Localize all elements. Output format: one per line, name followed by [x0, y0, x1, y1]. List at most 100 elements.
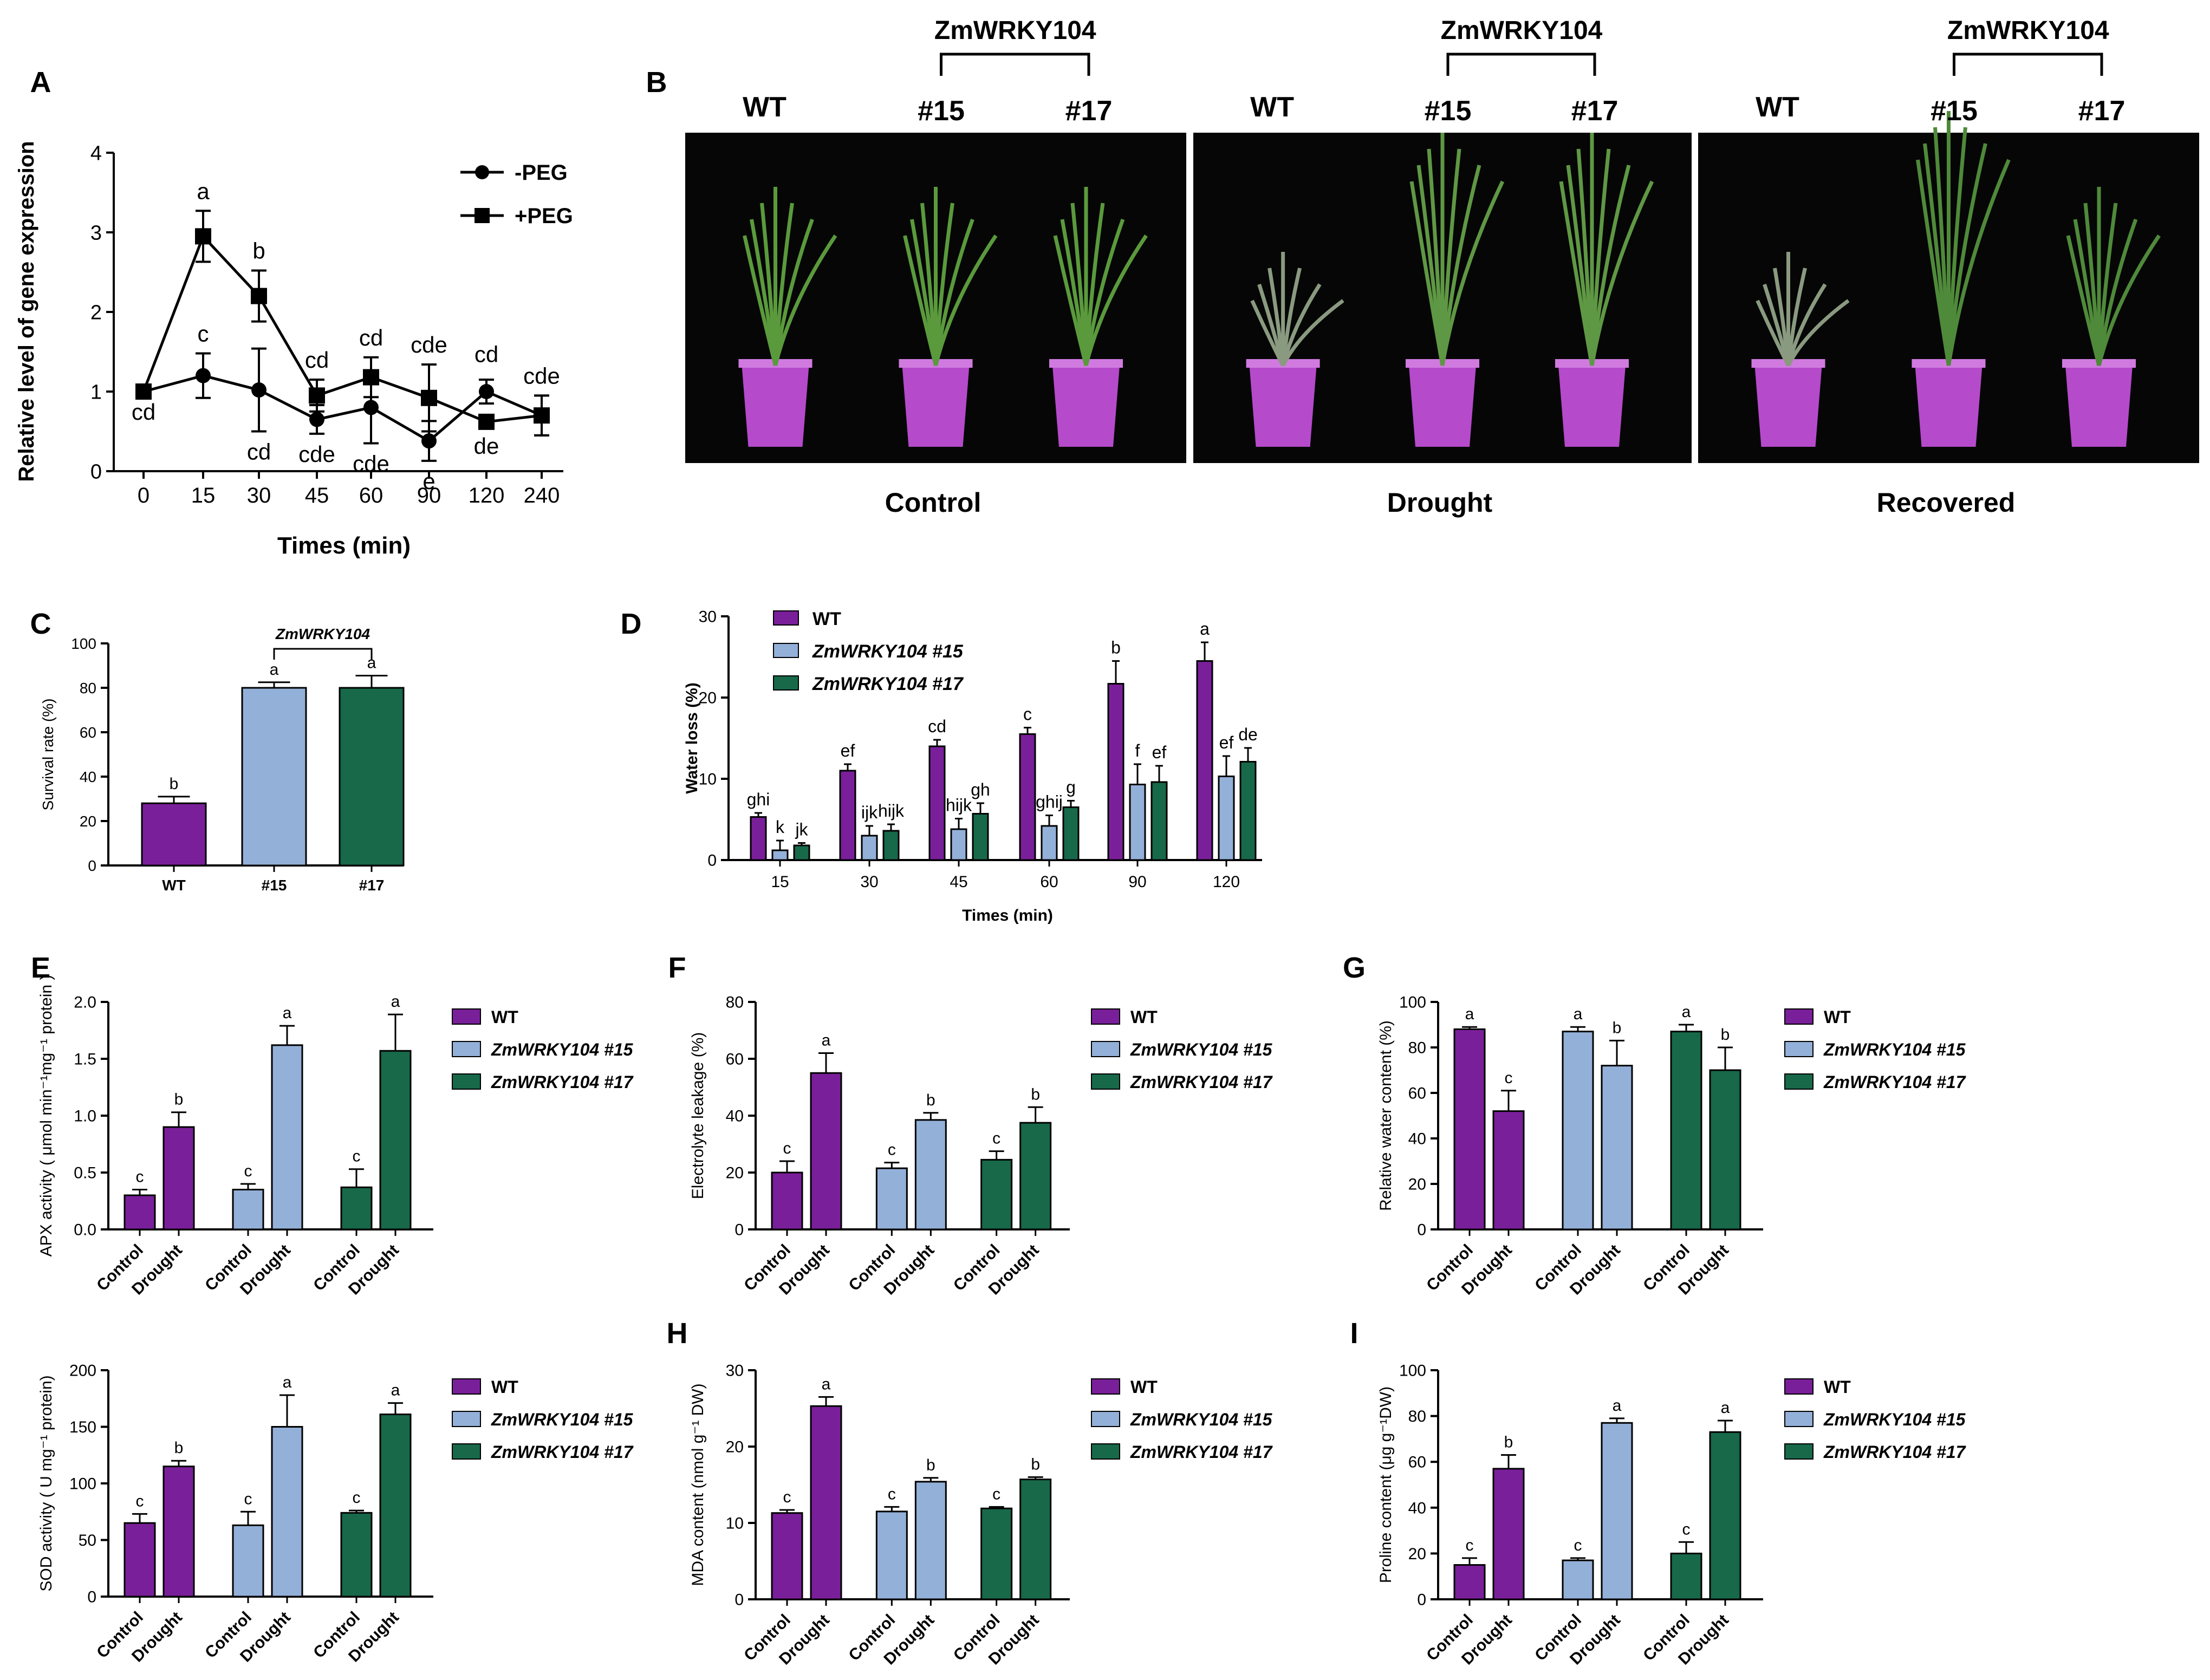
genotype-label-15: #15 [918, 95, 965, 127]
significance-letter: c [888, 1141, 896, 1159]
construct-bracket [273, 648, 373, 660]
significance-letter: a [1721, 1399, 1730, 1417]
legend-swatch [1091, 1443, 1120, 1460]
significance-letter: cd [305, 347, 329, 373]
leaf [1590, 165, 1631, 366]
y-tick-label: 40 [1408, 1499, 1426, 1517]
leaf [1786, 283, 1827, 366]
significance-letter: b [1031, 1455, 1040, 1473]
bar [379, 1050, 412, 1230]
panel-f-chart: 020406080cControlaDroughtcControlbDrough… [689, 994, 1273, 1299]
y-tick-label: 2.0 [74, 994, 96, 1012]
x-tick-label: 15 [771, 873, 789, 891]
condition-label: Recovered [1877, 487, 2016, 518]
y-tick-label: 100 [1399, 1362, 1426, 1380]
significance-letter: ef [841, 741, 855, 760]
significance-letter: a [391, 993, 400, 1011]
leaf [774, 218, 814, 366]
significance-letter: cd [359, 325, 383, 350]
significance-letter: c [1682, 1520, 1691, 1538]
leaf [1440, 165, 1481, 366]
panel-letter-f: F [668, 952, 686, 984]
data-point [479, 384, 494, 399]
significance-letter: c [353, 1148, 361, 1165]
legend-label: ZmWRKY104 #15 [491, 1410, 634, 1429]
legend-swatch [1784, 1378, 1813, 1395]
leaf [1947, 159, 2011, 366]
y-tick-label: 20 [80, 813, 96, 830]
legend-swatch [452, 1073, 481, 1090]
bar [771, 849, 789, 861]
bar [810, 1405, 842, 1600]
legend-swatch [452, 1008, 481, 1025]
y-tick-label: 80 [80, 680, 96, 696]
bar [1670, 1552, 1702, 1600]
legend-marker [475, 165, 489, 179]
leaf [1281, 268, 1302, 366]
significance-letter: ghij [1036, 792, 1063, 812]
series-line-+PEG [142, 233, 542, 424]
significance-letter: ef [1219, 733, 1234, 752]
leaf [1440, 180, 1505, 366]
leaf [1281, 299, 1344, 367]
leaf [774, 235, 837, 366]
significance-letter: b [1721, 1026, 1730, 1044]
condition-label: Control [885, 487, 981, 518]
x-tick-label: 120 [469, 484, 505, 507]
leaf [1281, 283, 1322, 366]
leaf [934, 218, 974, 366]
significance-letter: a [1574, 1005, 1583, 1023]
significance-letter: b [1111, 638, 1121, 657]
genotype-label-15: #15 [1930, 95, 1978, 127]
significance-letter: a [283, 1373, 292, 1391]
legend-swatch [1784, 1041, 1813, 1057]
significance-letter: ef [1152, 743, 1167, 762]
x-tick-label: #17 [359, 877, 385, 894]
significance-letter: cde [298, 441, 335, 467]
significance-letter: b [174, 1091, 184, 1109]
panel-letter-d: D [621, 608, 642, 640]
data-point [251, 288, 267, 304]
y-tick-label: 20 [699, 689, 717, 707]
significance-letter: de [1238, 725, 1258, 744]
bar [340, 1186, 373, 1230]
genotype-label-15: #15 [1425, 95, 1472, 127]
bar [1709, 1069, 1741, 1230]
bar [162, 1466, 195, 1598]
panel-g-chart: 020406080100aControlcDroughtaControlbDro… [1377, 994, 1967, 1299]
legend-swatch [452, 1378, 481, 1395]
y-tick-label: 30 [699, 608, 717, 626]
significance-letter: hijk [878, 801, 905, 821]
legend-label: WT [812, 609, 841, 629]
bar [861, 835, 878, 861]
x-tick-label: 90 [1128, 873, 1146, 891]
construct-label: ZmWRKY104 [1441, 16, 1603, 45]
bar [232, 1189, 264, 1230]
y-axis-title: Electrolyte leakage (%) [689, 1032, 707, 1199]
bar [875, 1510, 908, 1600]
bar [1239, 761, 1257, 861]
bar [882, 830, 900, 861]
x-tick-label: 30 [860, 873, 878, 891]
legend-swatch [452, 1443, 481, 1460]
significance-letter: b [170, 775, 179, 793]
significance-letter: c [1466, 1536, 1474, 1554]
y-tick-label: 10 [726, 1515, 744, 1533]
significance-letter: c [1574, 1536, 1582, 1554]
y-tick-label: 1 [90, 381, 102, 403]
significance-letter: c [888, 1485, 896, 1503]
bar [241, 687, 307, 867]
significance-letter: cd [474, 342, 498, 367]
plant-pot [1754, 366, 1822, 447]
plant-pot [742, 366, 809, 447]
panel-b-photos: WT #15 #17 ZmWRKY104 Control WT #15 #17 ZmWRKY10… [685, 16, 2199, 518]
bar [340, 1512, 373, 1598]
significance-letter: a [1682, 1003, 1691, 1021]
y-tick-label: 60 [726, 1051, 744, 1069]
bar [793, 844, 810, 861]
y-tick-label: 0 [707, 852, 717, 870]
construct-label: ZmWRKY104 [934, 16, 1096, 45]
significance-letter: cd [132, 399, 155, 425]
x-tick-label: 30 [247, 484, 271, 507]
